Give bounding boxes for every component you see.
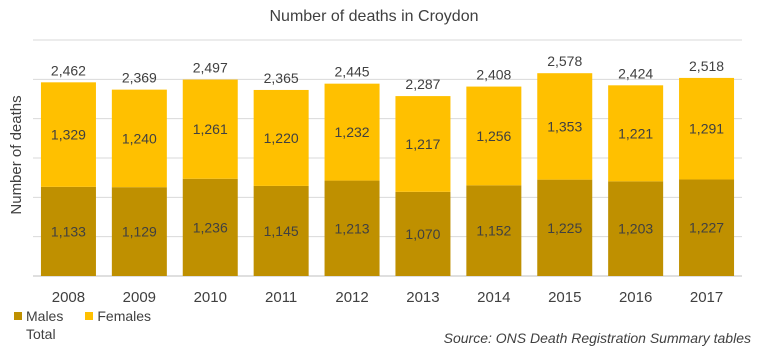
source-note: Source: ONS Death Registration Summary t… — [443, 330, 751, 346]
data-label-females: 1,217 — [405, 136, 440, 152]
bar-males-2011 — [253, 185, 309, 276]
x-tick-label: 2013 — [406, 289, 439, 306]
data-label-total: 2,518 — [689, 58, 724, 74]
chart-title: Number of deaths in Croydon — [270, 8, 479, 25]
bar-females-2008 — [40, 82, 96, 187]
x-tick-label: 2012 — [335, 289, 368, 306]
data-label-total: 2,462 — [51, 62, 86, 78]
data-label-males: 1,236 — [193, 219, 228, 235]
bar-males-2009 — [111, 187, 167, 276]
data-label-males: 1,070 — [405, 226, 440, 242]
data-label-females: 1,353 — [547, 118, 582, 134]
data-label-females: 1,220 — [264, 130, 299, 146]
bar-females-2017 — [679, 77, 735, 180]
bar-females-2013 — [395, 96, 451, 192]
x-tick-label: 2010 — [194, 289, 227, 306]
bar-males-2013 — [395, 191, 451, 276]
data-label-females: 1,240 — [122, 130, 157, 146]
bar-males-2010 — [182, 178, 238, 276]
bar-females-2015 — [537, 73, 593, 180]
legend-item-males: Males — [14, 307, 63, 325]
legend-swatch-females — [85, 312, 94, 320]
bar-females-2016 — [608, 85, 664, 182]
x-tick-label: 2008 — [52, 289, 85, 306]
data-label-females: 1,329 — [51, 127, 86, 143]
data-label-females: 1,261 — [193, 121, 228, 137]
data-label-total: 2,365 — [264, 70, 299, 86]
bar-males-2014 — [466, 185, 522, 276]
data-label-total: 2,578 — [547, 53, 582, 69]
data-label-males: 1,152 — [476, 223, 511, 239]
data-label-males: 1,203 — [618, 221, 653, 237]
data-label-males: 1,213 — [335, 220, 370, 236]
legend-swatch-males — [14, 312, 22, 320]
data-label-males: 1,227 — [689, 220, 724, 236]
x-tick-label: 2014 — [477, 289, 510, 306]
data-label-total: 2,287 — [405, 76, 440, 92]
x-tick-label: 2011 — [265, 289, 297, 306]
bar-females-2014 — [466, 86, 522, 186]
bar-females-2011 — [253, 89, 309, 186]
bar-males-2012 — [324, 180, 380, 276]
bar-females-2010 — [182, 79, 238, 179]
data-label-females: 1,256 — [476, 128, 511, 144]
bars — [40, 73, 735, 276]
bar-males-2008 — [40, 186, 96, 276]
legend: Males Females Total — [14, 307, 173, 343]
data-label-females: 1,221 — [618, 125, 653, 141]
x-tick-label: 2017 — [690, 289, 723, 306]
x-tick-label: 2016 — [619, 289, 652, 306]
data-label-females: 1,232 — [335, 124, 370, 140]
legend-label-males: Males — [26, 308, 64, 324]
data-labels: 1,133 1,329 2,462 1,129 1,240 2,369 1,236 1,261… — [51, 53, 724, 242]
data-label-males: 1,145 — [264, 223, 299, 239]
bar-males-2017 — [679, 179, 735, 276]
data-label-males: 1,129 — [122, 224, 157, 240]
data-label-total: 2,408 — [476, 67, 511, 83]
legend-label-total: Total — [26, 326, 56, 342]
x-tick-label: 2015 — [548, 289, 581, 306]
bar-males-2015 — [537, 179, 593, 276]
data-label-males: 1,133 — [51, 223, 86, 239]
bar-males-2016 — [608, 181, 664, 276]
bar-females-2009 — [111, 89, 167, 188]
bar-females-2012 — [324, 83, 380, 181]
data-label-total: 2,369 — [122, 70, 157, 86]
legend-item-females: Females — [85, 307, 151, 325]
legend-label-females: Females — [97, 308, 152, 324]
x-axis-ticks: 2008 2009 2010 2011 2012 2013 2014 2015 2016 2017 — [52, 289, 723, 306]
x-tick-label: 2009 — [123, 289, 156, 306]
data-label-total: 2,497 — [193, 60, 228, 76]
y-axis-label: Number of deaths — [8, 95, 25, 214]
data-label-males: 1,225 — [547, 220, 582, 236]
data-label-total: 2,445 — [335, 64, 370, 80]
data-label-females: 1,291 — [689, 121, 724, 137]
data-label-total: 2,424 — [618, 65, 653, 81]
